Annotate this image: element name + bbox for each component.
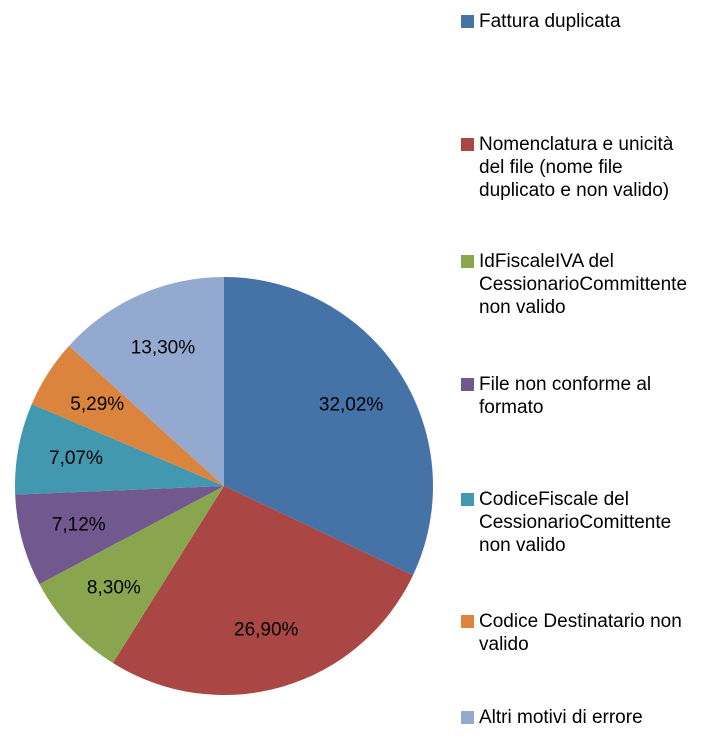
pie-slice bbox=[31, 345, 224, 486]
pie-slice bbox=[112, 486, 413, 695]
legend-item: Nomenclatura e unicità del file (nome fi… bbox=[461, 133, 701, 202]
legend-label: File non conforme al formato bbox=[479, 374, 652, 418]
data-label: 26,90% bbox=[234, 619, 299, 640]
legend-item: Fattura duplicata bbox=[461, 10, 701, 33]
data-label: 32,02% bbox=[319, 394, 384, 415]
legend-item: Codice Destinatario non valido bbox=[461, 610, 701, 656]
data-label: 5,29% bbox=[70, 394, 124, 415]
pie-slice bbox=[15, 404, 225, 495]
legend-label: Nomenclatura e unicità del file (nome fi… bbox=[479, 134, 674, 201]
legend-swatch bbox=[461, 378, 474, 391]
legend-label: IdFiscaleIVA del CessionarioCommittente … bbox=[479, 251, 688, 318]
legend-item: CodiceFiscale del CessionarioComittente … bbox=[461, 488, 701, 557]
legend-label: Fattura duplicata bbox=[479, 11, 621, 32]
data-label: 7,07% bbox=[49, 448, 103, 469]
data-label: 8,30% bbox=[87, 578, 141, 599]
pie-slice bbox=[39, 486, 224, 664]
legend-swatch bbox=[461, 138, 474, 151]
legend-item: Altri motivi di errore bbox=[461, 706, 701, 729]
legend-swatch bbox=[461, 15, 474, 28]
data-label: 7,12% bbox=[52, 514, 106, 535]
legend-swatch bbox=[461, 711, 474, 724]
pie-slice bbox=[15, 486, 224, 585]
legend-label: Codice Destinatario non valido bbox=[479, 611, 682, 655]
legend-item: File non conforme al formato bbox=[461, 373, 701, 419]
data-label: 13,30% bbox=[131, 337, 196, 358]
legend-label: Altri motivi di errore bbox=[479, 707, 643, 728]
pie-slice bbox=[224, 277, 433, 576]
legend-swatch bbox=[461, 493, 474, 506]
legend-swatch bbox=[461, 255, 474, 268]
legend-item: IdFiscaleIVA del CessionarioCommittente … bbox=[461, 250, 701, 319]
legend-label: CodiceFiscale del CessionarioComittente … bbox=[479, 489, 672, 556]
legend-swatch bbox=[461, 615, 474, 628]
pie-slice bbox=[68, 277, 224, 486]
